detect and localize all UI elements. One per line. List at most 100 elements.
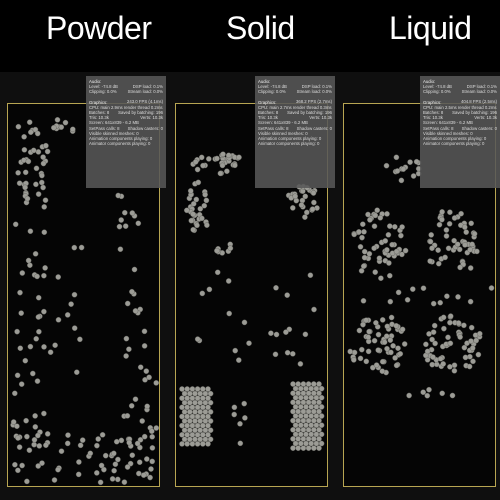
particle	[214, 155, 220, 162]
particle	[432, 340, 438, 347]
particle	[24, 433, 30, 440]
particle	[316, 445, 322, 451]
particle	[309, 206, 316, 212]
particle	[181, 418, 188, 424]
particle	[389, 241, 395, 248]
particle	[198, 154, 205, 161]
particle	[393, 362, 400, 369]
particle	[139, 418, 145, 424]
particle	[126, 346, 132, 352]
particle	[356, 327, 363, 334]
particle	[458, 210, 464, 217]
particle	[187, 390, 193, 397]
particle	[305, 417, 312, 424]
particle	[132, 396, 139, 403]
particle	[22, 357, 29, 364]
particle	[290, 381, 296, 387]
particle	[227, 245, 234, 251]
particle	[300, 445, 307, 451]
stats-audio-header: Audio:	[258, 79, 271, 84]
particle	[65, 432, 71, 438]
particle	[313, 413, 320, 419]
particle	[44, 431, 51, 437]
particle	[44, 148, 51, 155]
particle	[445, 245, 452, 252]
particle	[194, 441, 201, 447]
particle	[378, 275, 384, 281]
particle	[231, 411, 238, 418]
particle	[15, 170, 21, 176]
particle	[447, 363, 453, 370]
particle	[205, 413, 211, 420]
particle	[192, 390, 198, 397]
particle	[33, 181, 39, 188]
particle	[367, 217, 373, 223]
particle	[22, 184, 28, 191]
particle	[58, 124, 65, 130]
particle	[179, 441, 185, 447]
particle	[124, 300, 131, 307]
particle	[225, 152, 232, 159]
particle	[187, 188, 194, 194]
particle	[202, 399, 209, 406]
particle	[413, 158, 420, 165]
particle	[128, 402, 135, 409]
stats-cpu: CPU: main 2.7ms render thread 0.3ms	[258, 104, 332, 110]
particle	[134, 440, 141, 447]
particle	[141, 343, 148, 349]
particle	[295, 436, 301, 442]
particle	[188, 217, 195, 224]
particle	[22, 169, 29, 176]
particle	[295, 417, 301, 424]
stats-shadow-casters: Shadow casters: 0	[127, 125, 163, 131]
particle	[237, 420, 243, 427]
particle	[388, 349, 394, 356]
particle	[199, 441, 206, 447]
particle	[447, 340, 454, 347]
particle	[194, 166, 201, 173]
stats-tris: Tris: 10.3k	[89, 115, 109, 121]
particle	[475, 351, 482, 358]
particle	[298, 431, 304, 438]
particle	[360, 321, 366, 328]
particle	[430, 354, 436, 360]
stats-overlay-solid: Audio: Level: -74.8 dB DSP load: 0.1% Cli…	[255, 76, 335, 188]
particle	[347, 348, 353, 355]
particle	[429, 245, 435, 251]
particle	[290, 436, 296, 442]
stats-animator-components: Animator components playing: 0	[258, 141, 320, 147]
stats-animator-components: Animator components playing: 0	[423, 141, 485, 147]
particle	[290, 205, 296, 211]
particle	[137, 436, 144, 443]
particle	[102, 452, 109, 459]
particle	[439, 390, 445, 397]
particle	[64, 440, 71, 447]
particle	[308, 422, 314, 429]
stats-skinned-meshes: Visible skinned meshes: 0	[89, 130, 139, 136]
particle	[117, 246, 124, 252]
particle	[136, 459, 143, 466]
particle	[75, 471, 82, 478]
particle	[123, 353, 129, 359]
particle	[400, 166, 407, 172]
particle	[40, 154, 46, 160]
particle	[10, 419, 17, 425]
particle	[371, 337, 378, 344]
particle	[406, 392, 412, 399]
particle	[58, 448, 65, 455]
particle	[190, 226, 197, 233]
stats-stream-load: Stream load: 0.0%	[461, 89, 497, 95]
particle	[303, 385, 309, 392]
particle	[303, 413, 309, 419]
particle	[300, 381, 307, 387]
particle	[357, 243, 364, 250]
particle	[404, 296, 411, 303]
particle	[205, 395, 211, 402]
stats-clipping: Clipping: 0.0%	[89, 89, 117, 95]
particle	[224, 168, 230, 174]
particle	[202, 418, 209, 424]
particle	[443, 227, 450, 233]
particle	[40, 160, 47, 167]
particle	[34, 378, 41, 384]
particle	[290, 445, 296, 451]
